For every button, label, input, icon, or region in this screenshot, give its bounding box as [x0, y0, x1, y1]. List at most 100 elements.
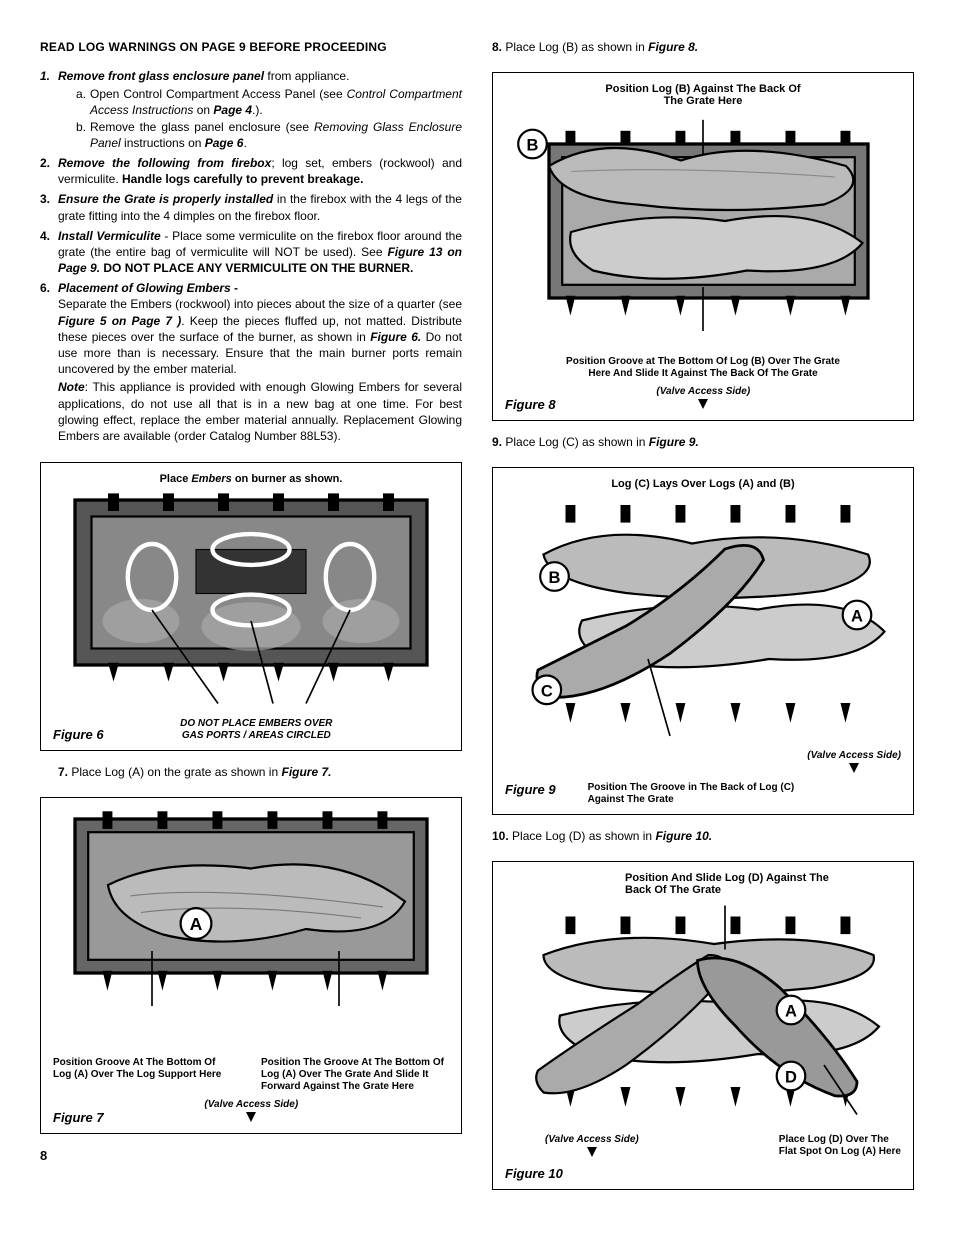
- fig10-bot2: Flat Spot On Log (A) Here: [779, 1146, 901, 1158]
- sub-text2: instructions on: [121, 136, 205, 150]
- fig9-top: Log (C) Lays Over Logs (A) and (B): [505, 478, 901, 490]
- down-arrow-icon: [697, 397, 709, 409]
- fig7-valve: (Valve Access Side): [116, 1099, 387, 1110]
- sub-letter: a.: [76, 86, 86, 102]
- note-lead: Note: [58, 380, 85, 394]
- fig8-bot1: Position Groove at The Bottom Of Log (B)…: [525, 356, 881, 368]
- fig9-bot2: Against The Grate: [588, 794, 901, 806]
- fig6-caption-pre: Place: [160, 473, 192, 485]
- step-9-text: Place Log (C) as shown in: [505, 435, 648, 449]
- step-10-ref: Figure 10.: [655, 829, 712, 843]
- fig8-top2: The Grate Here: [545, 95, 861, 107]
- fig7-illustration: A: [53, 808, 449, 1050]
- fig6-caption-post: on burner as shown.: [232, 473, 343, 485]
- fig6-warn2: GAS PORTS / AREAS CIRCLED: [116, 730, 397, 742]
- step-10-text: Place Log (D) as shown in: [512, 829, 655, 843]
- figure-7: A Position Groove At The Bottom Of Log (…: [40, 797, 462, 1134]
- step-10-num: 10.: [492, 829, 509, 843]
- step-8-text: Place Log (B) as shown in: [505, 40, 648, 54]
- fig9-label: Figure 9: [505, 782, 556, 797]
- fig8-label: Figure 8: [505, 397, 556, 412]
- fig6-illustration: [53, 489, 449, 709]
- step-8-ref: Figure 8.: [648, 40, 698, 54]
- svg-text:B: B: [527, 137, 539, 155]
- sub-text: Open Control Compartment Access Panel (s…: [90, 87, 347, 101]
- page-ref: Page 6: [205, 136, 244, 150]
- fig7-noteR2: Log (A) Over The Grate And Slide It: [261, 1069, 449, 1081]
- figure-9: Log (C) Lays Over Logs (A) and (B) B A: [492, 467, 914, 815]
- fig-ref2: Figure 6.: [370, 330, 421, 344]
- step-num: 6.: [40, 280, 50, 296]
- step-num: 1.: [40, 68, 50, 84]
- fig8-top1: Position Log (B) Against The Back Of: [545, 83, 861, 95]
- step-1: 1. Remove front glass enclosure panel fr…: [40, 68, 462, 151]
- fig7-noteL1: Position Groove At The Bottom Of: [53, 1057, 241, 1069]
- step-lead: Ensure the Grate is properly installed: [58, 192, 273, 206]
- figure-8: Position Log (B) Against The Back Of The…: [492, 72, 914, 421]
- step-7-num: 7.: [58, 765, 68, 779]
- fig8-bot2: Here And Slide It Against The Back Of Th…: [525, 368, 881, 380]
- step-lead: Remove the following from firebox: [58, 156, 271, 170]
- sub-text2: on: [193, 103, 213, 117]
- svg-text:B: B: [549, 569, 561, 587]
- step-1a: a. Open Control Compartment Access Panel…: [76, 86, 462, 118]
- fig7-label: Figure 7: [53, 1110, 104, 1125]
- step-9-ref: Figure 9.: [649, 435, 699, 449]
- fig10-top1: Position And Slide Log (D) Against The: [625, 872, 901, 884]
- sub-letter: b.: [76, 119, 86, 135]
- fig9-valve: (Valve Access Side): [807, 750, 901, 761]
- step-7-text: Place Log (A) on the grate as shown in: [71, 765, 281, 779]
- figure-10: Position And Slide Log (D) Against The B…: [492, 861, 914, 1190]
- step-6: 6. Placement of Glowing Embers - Separat…: [40, 280, 462, 444]
- step-4: 4. Install Vermiculite - Place some verm…: [40, 228, 462, 277]
- svg-text:A: A: [190, 914, 203, 934]
- fig-ref: Figure 5 on Page 7 ): [58, 314, 181, 328]
- fig8-illustration: B: [505, 111, 901, 353]
- fig10-bot1: Place Log (D) Over The: [779, 1134, 901, 1146]
- step-lead: Placement of Glowing Embers -: [58, 281, 238, 295]
- page-number: 8: [40, 1148, 462, 1163]
- fig6-warn1: DO NOT PLACE EMBERS OVER: [116, 718, 397, 730]
- svg-text:C: C: [541, 682, 553, 700]
- sub-text3: .).: [252, 103, 263, 117]
- fig9-bot1: Position The Groove in The Back of Log (…: [588, 782, 901, 794]
- step-7-ref: Figure 7.: [281, 765, 331, 779]
- page-ref: Page 4: [213, 103, 252, 117]
- fig10-valve: (Valve Access Side): [545, 1134, 639, 1145]
- sub-text: Remove the glass panel enclosure (see: [90, 120, 314, 134]
- fig9-illustration: B A C: [505, 494, 901, 747]
- fig6-caption-em: Embers: [191, 473, 231, 485]
- fig7-noteL2: Log (A) Over The Log Support Here: [53, 1069, 241, 1081]
- fig6-label: Figure 6: [53, 727, 104, 742]
- down-arrow-icon: [848, 761, 860, 773]
- step-text: from appliance.: [264, 69, 349, 83]
- fig10-top2: Back Of The Grate: [625, 884, 901, 896]
- step-9-num: 9.: [492, 435, 502, 449]
- step-2: 2. Remove the following from firebox; lo…: [40, 155, 462, 187]
- step-tail: Handle logs carefully to prevent breakag…: [122, 172, 363, 186]
- step-tail: DO NOT PLACE ANY VERMICULITE ON THE BURN…: [100, 261, 413, 275]
- fig8-valve: (Valve Access Side): [568, 386, 839, 397]
- section-heading: READ LOG WARNINGS ON PAGE 9 BEFORE PROCE…: [40, 40, 462, 54]
- step-num: 4.: [40, 228, 50, 244]
- step-text: Separate the Embers (rockwool) into piec…: [58, 297, 462, 311]
- note-body: : This appliance is provided with enough…: [58, 380, 462, 443]
- fig10-label: Figure 10: [505, 1166, 563, 1181]
- svg-text:A: A: [785, 1003, 797, 1021]
- step-lead: Install Vermiculite: [58, 229, 161, 243]
- step-num: 3.: [40, 191, 50, 207]
- fig7-noteR3: Forward Against The Grate Here: [261, 1081, 449, 1093]
- svg-text:A: A: [851, 608, 863, 626]
- figure-6: Place Embers on burner as shown.: [40, 462, 462, 751]
- step-lead: Remove front glass enclosure panel: [58, 69, 264, 83]
- step-num: 2.: [40, 155, 50, 171]
- step-1b: b. Remove the glass panel enclosure (see…: [76, 119, 462, 151]
- down-arrow-icon: [245, 1110, 257, 1122]
- step-8-num: 8.: [492, 40, 502, 54]
- svg-text:D: D: [785, 1069, 797, 1087]
- sub-text3: .: [243, 136, 246, 150]
- fig7-noteR1: Position The Groove At The Bottom Of: [261, 1057, 449, 1069]
- down-arrow-icon: [586, 1145, 598, 1157]
- fig10-illustration: A D: [505, 900, 901, 1131]
- step-3: 3. Ensure the Grate is properly installe…: [40, 191, 462, 223]
